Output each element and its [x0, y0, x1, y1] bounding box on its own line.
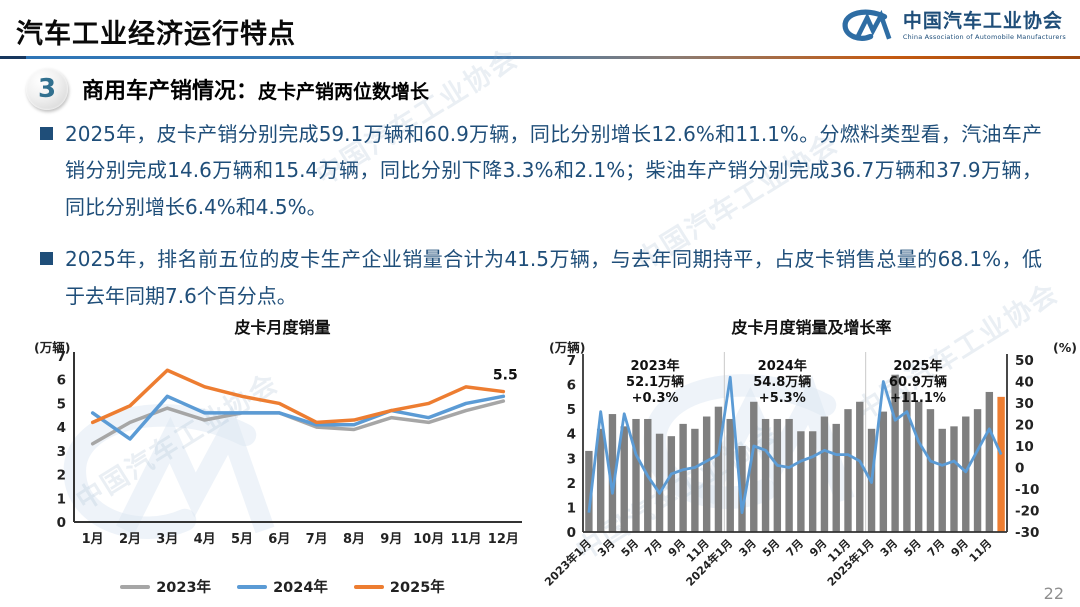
svg-text:5: 5: [57, 396, 66, 412]
svg-text:5: 5: [567, 402, 576, 418]
svg-text:7月: 7月: [784, 537, 806, 559]
bullet-text-2: 2025年，排名前五位的皮卡生产企业销量合计为41.5万辆，与去年同期持平，占皮…: [65, 247, 1042, 308]
bullet-square-icon: [40, 127, 53, 140]
bullet-item: 2025年，排名前五位的皮卡生产企业销量合计为41.5万辆，与去年同期持平，占皮…: [40, 241, 1042, 314]
svg-text:11月: 11月: [967, 537, 995, 565]
svg-text:6: 6: [57, 373, 66, 389]
legend-swatch: [120, 584, 151, 589]
page-title: 汽车工业经济运行特点: [16, 19, 296, 50]
legend-swatch: [353, 584, 384, 589]
svg-text:(万辆): (万辆): [34, 340, 70, 355]
svg-text:6: 6: [567, 378, 576, 394]
svg-text:5月: 5月: [760, 537, 782, 559]
svg-text:1: 1: [57, 491, 66, 507]
combo-chart-canvas: (万辆) (%) 0 1 2 3 4 5 6 7 50 40 30 20 10 0 -10 -20 -30 2023年…: [541, 340, 1077, 589]
svg-text:(%): (%): [1053, 340, 1077, 355]
svg-text:5.5: 5.5: [493, 368, 518, 384]
svg-text:7: 7: [567, 353, 576, 369]
svg-text:3月: 3月: [595, 537, 617, 559]
svg-text:3: 3: [567, 451, 576, 467]
section-number-badge: 3: [26, 68, 68, 110]
svg-text:7月: 7月: [642, 537, 664, 559]
legend-label: 2025年: [389, 580, 445, 596]
line-chart-canvas: (万辆) 0 1 2 3 4 5 6 7 1月 2月 3月 4月 5月 6月 7月 8月 9月 10月 11月 12月 5…: [34, 340, 522, 547]
svg-text:1: 1: [567, 500, 576, 516]
svg-text:8月: 8月: [343, 532, 365, 547]
svg-text:3: 3: [57, 444, 66, 460]
svg-text:50: 50: [1015, 353, 1034, 369]
svg-text:6月: 6月: [268, 532, 290, 547]
logo-cn-text: 中国汽车工业协会: [902, 9, 1063, 32]
svg-text:5月: 5月: [901, 537, 923, 559]
title-divider: [0, 56, 1080, 59]
svg-text:3月: 3月: [156, 532, 178, 547]
legend-item-2023年: 2023年: [120, 576, 211, 597]
section-subheading: 皮卡产销两位数增长: [258, 81, 430, 103]
caam-logo: 中国汽车工业协会 China Association of Automobile…: [837, 8, 1066, 44]
svg-text:(万辆): (万辆): [549, 340, 585, 355]
svg-text:-30: -30: [1015, 525, 1039, 541]
svg-text:7: 7: [57, 349, 66, 365]
svg-text:12月: 12月: [488, 532, 519, 547]
bullet-text-1: 2025年，皮卡产销分别完成59.1万辆和60.9万辆，同比分别增长12.6%和…: [65, 122, 1042, 219]
svg-text:30: 30: [1015, 396, 1034, 412]
svg-text:7月: 7月: [925, 537, 947, 559]
svg-text:4月: 4月: [194, 532, 216, 547]
svg-text:4: 4: [567, 427, 576, 443]
logo-en-text: China Association of Automobile Manufact…: [902, 33, 1066, 42]
svg-text:2023年1月: 2023年1月: [543, 536, 594, 589]
svg-text:2月: 2月: [119, 532, 141, 547]
legend-label: 2024年: [273, 580, 328, 596]
svg-text:9月: 9月: [380, 532, 402, 547]
chart-left-legend: 2023年 2024年 2025年: [30, 576, 535, 597]
svg-text:-20: -20: [1015, 504, 1039, 520]
svg-text:40: 40: [1015, 375, 1034, 391]
svg-text:2: 2: [567, 476, 576, 492]
legend-label: 2023年: [156, 580, 212, 596]
cm-logo-icon: [842, 9, 892, 41]
svg-text:4: 4: [57, 420, 66, 436]
svg-text:10: 10: [1015, 439, 1034, 455]
chart-sales-growth-combo: 皮卡月度销量及增长率 (万辆) (%) 0 1 2 3 4 5 6 7 50 40 30 20 10 0 -10…: [541, 314, 1080, 607]
chart-monthly-sales-line: 皮卡月度销量 (万辆) 0 1 2 3 4 5 6 7 1月 2月 3月 4月 5月 6月 7月 8月 9月 10月…: [30, 314, 535, 597]
legend-item-2024年: 2024年: [237, 576, 328, 597]
page-number: 22: [1043, 584, 1064, 603]
svg-text:3月: 3月: [878, 537, 900, 559]
svg-text:20: 20: [1015, 418, 1034, 434]
svg-text:0: 0: [567, 525, 576, 541]
svg-text:11月: 11月: [450, 532, 481, 547]
svg-text:0: 0: [57, 515, 66, 531]
svg-text:7月: 7月: [306, 532, 328, 547]
svg-text:5月: 5月: [231, 532, 253, 547]
svg-text:10月: 10月: [413, 532, 444, 547]
chart-left-title: 皮卡月度销量: [234, 318, 331, 337]
section-heading-row: 3 商用车产销情况：皮卡产销两位数增长: [26, 68, 429, 110]
bullet-list: 2025年，皮卡产销分别完成59.1万辆和60.9万辆，同比分别增长12.6%和…: [40, 116, 1042, 330]
svg-text:0: 0: [1015, 461, 1024, 477]
svg-text:3月: 3月: [737, 537, 759, 559]
chart-right-title: 皮卡月度销量及增长率: [731, 318, 892, 337]
svg-text:-10: -10: [1015, 482, 1039, 498]
bullet-item: 2025年，皮卡产销分别完成59.1万辆和60.9万辆，同比分别增长12.6%和…: [40, 116, 1042, 225]
svg-text:2: 2: [57, 468, 66, 484]
legend-swatch: [237, 584, 268, 589]
bullet-square-icon: [40, 252, 53, 266]
svg-text:5月: 5月: [619, 537, 641, 559]
svg-text:1月: 1月: [82, 532, 104, 547]
legend-item-2025年: 2025年: [353, 576, 445, 597]
section-heading: 商用车产销情况：: [82, 79, 259, 104]
